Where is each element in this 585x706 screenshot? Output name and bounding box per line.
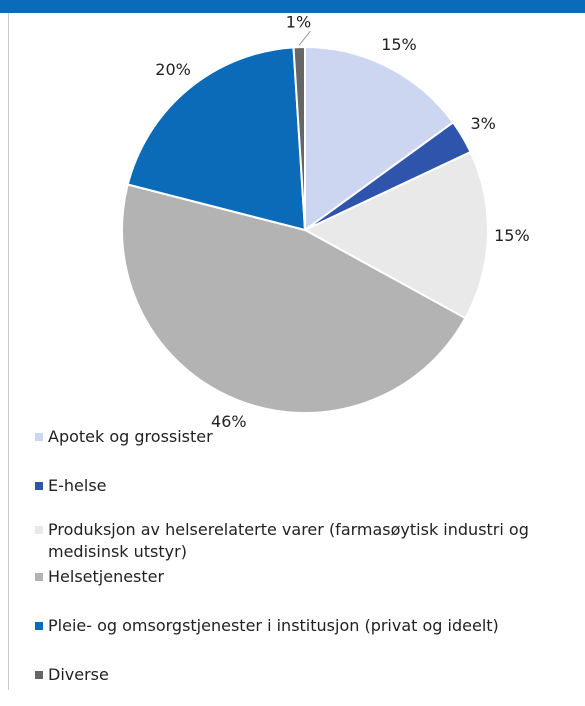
legend-label: Apotek og grossister <box>48 427 213 446</box>
legend-swatch <box>35 433 43 441</box>
legend-label: E-helse <box>48 476 107 495</box>
data-label: 15% <box>381 35 417 54</box>
legend-label: Pleie- og omsorgstjenester i institusjon… <box>48 616 499 635</box>
pie-slice <box>126 46 307 232</box>
legend-item: Apotek og grossister <box>35 426 580 448</box>
legend-item: Pleie- og omsorgstjenester i institusjon… <box>35 615 580 637</box>
data-label: 20% <box>155 60 191 79</box>
data-label: 3% <box>470 114 495 133</box>
legend-item: Helsetjenester <box>35 566 580 588</box>
legend-item: E-helse <box>35 475 580 497</box>
legend-swatch <box>35 622 43 630</box>
pie-slice <box>302 150 489 320</box>
data-label: 15% <box>494 226 530 245</box>
legend-swatch <box>35 573 43 581</box>
leader-line <box>298 30 311 46</box>
pie-slice <box>121 183 467 414</box>
header-bar <box>0 0 585 13</box>
legend-swatch <box>35 671 43 679</box>
pie-slice <box>292 45 306 231</box>
legend-label: Helsetjenester <box>48 567 165 586</box>
data-label: 46% <box>211 412 247 431</box>
legend-label: Produksjon av helserelaterte varer (farm… <box>48 520 529 561</box>
legend-item: Produksjon av helserelaterte varer (farm… <box>35 519 580 563</box>
legend-swatch <box>35 482 43 490</box>
pie-slice <box>304 45 455 232</box>
legend-item: Diverse <box>35 664 580 686</box>
legend-swatch <box>35 526 43 534</box>
legend-label: Diverse <box>48 665 109 684</box>
data-label: 1% <box>286 13 311 32</box>
